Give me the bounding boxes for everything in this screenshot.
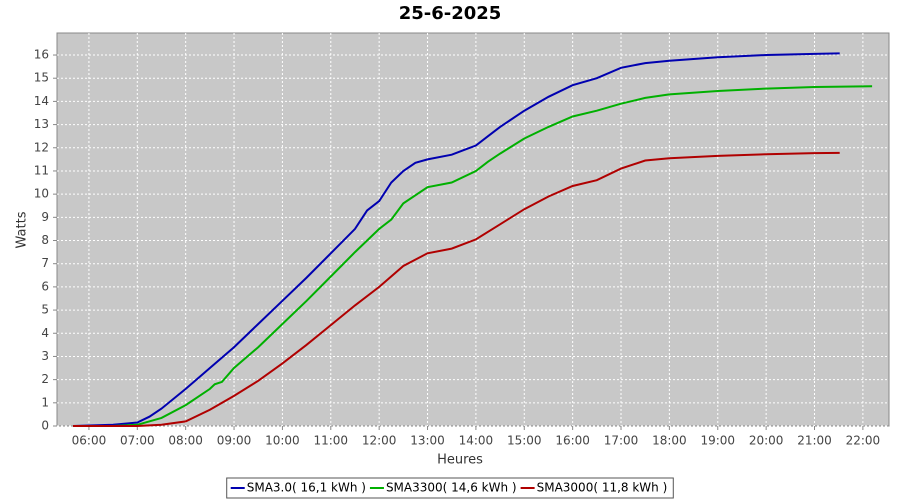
x-tick-label: 18:00 [652,434,687,448]
x-tick-label: 17:00 [604,434,639,448]
line [73,85,873,427]
legend-box [226,477,674,499]
y-tick-label: 1 [41,395,49,409]
x-axis-label: Heures [437,453,483,468]
chart-title: 25-6-2025 [399,3,502,24]
y-tick-label: 13 [34,117,49,131]
plot-area [56,32,890,427]
legend-label: SMA3.0( 16,1 kWh ) [247,481,366,495]
x-tick-label: 16:00 [555,434,590,448]
y-tick-label: 2 [41,372,49,386]
y-tick-label: 9 [41,210,49,224]
y-tick-label: 14 [34,94,49,108]
x-tick-label: 12:00 [362,434,397,448]
y-tick-label: 16 [34,48,49,62]
y-tick-label: 7 [41,256,49,270]
legend-label: SMA3300( 14,6 kWh ) [386,481,517,495]
y-tick-label: 11 [34,163,49,177]
legend-label: SMA3000( 11,8 kWh ) [537,481,668,495]
y-tick-label: 8 [41,233,49,247]
line [73,151,840,427]
x-tick-label: 13:00 [410,434,445,448]
y-tick-label: 12 [34,140,49,154]
line [72,52,840,427]
y-tick-label: 5 [41,303,49,317]
y-axis-label: Watts [15,211,30,248]
x-tick-label: 21:00 [797,434,832,448]
x-tick-label: 07:00 [120,434,155,448]
x-tick-label: 15:00 [507,434,542,448]
x-tick-label: 06:00 [72,434,107,448]
y-tick-label: 6 [41,279,49,293]
y-tick-label: 0 [41,419,49,433]
x-tick-label: 20:00 [749,434,784,448]
x-tick-label: 22:00 [846,434,881,448]
x-tick-label: 09:00 [217,434,252,448]
x-tick-label: 11:00 [313,434,348,448]
x-tick-label: 14:00 [459,434,494,448]
y-tick-label: 4 [41,326,49,340]
x-tick-label: 10:00 [265,434,300,448]
legend: SMA3.0( 16,1 kWh ) SMA3300( 14,6 kWh ) SMA… [226,477,674,499]
x-tick-label: 19:00 [700,434,735,448]
y-tick-label: 3 [41,349,49,363]
x-tick-label: 08:00 [168,434,203,448]
y-tick-label: 15 [34,71,49,85]
y-tick-label: 10 [34,187,49,201]
